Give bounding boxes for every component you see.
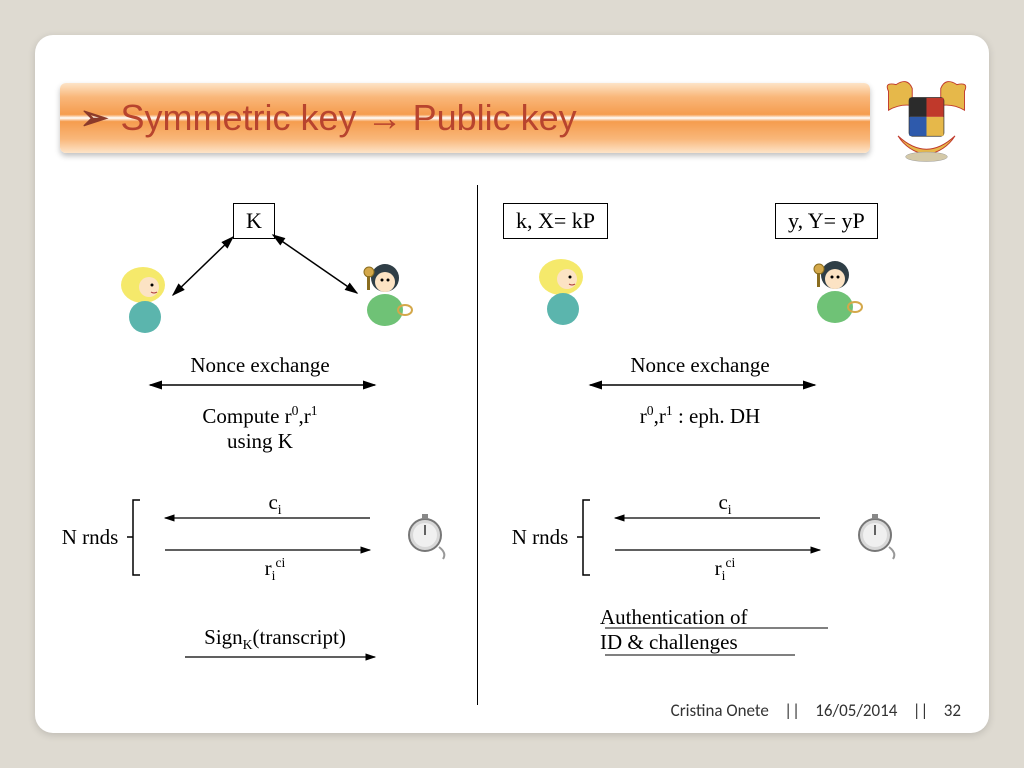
footer-page: 32 (944, 700, 961, 721)
left-compute-label: Compute r0,r1 using K (140, 403, 380, 454)
title-bullet-icon: ➢ (80, 98, 109, 138)
footer-date: 16/05/2014 (815, 700, 897, 721)
crest-logo (879, 77, 974, 165)
title-part1: Symmetric key (121, 97, 357, 138)
right-auth-label: Authentication ofID & challenges (600, 605, 860, 655)
footer: Cristina Onete || 16/05/2014 || 32 (671, 700, 961, 721)
left-r-label: rici (225, 555, 325, 584)
title-arrow-icon: → (367, 97, 403, 138)
vertical-divider (477, 185, 478, 705)
footer-author: Cristina Onete (671, 700, 769, 721)
right-c-label: ci (675, 490, 775, 518)
bob-left-icon (355, 260, 415, 330)
alice-right-icon (533, 257, 593, 327)
right-r-label: rici (675, 555, 775, 584)
title-bar: ➢ Symmetric key → Public key (60, 83, 870, 153)
left-k-box: K (233, 203, 275, 239)
left-sign-label: SignK(transcript) (155, 625, 395, 653)
left-c-label: ci (225, 490, 325, 518)
left-nonce-label: Nonce exchange (145, 353, 375, 378)
bob-right-icon (805, 257, 865, 327)
stopwatch-left-icon (403, 507, 451, 562)
right-nonce-label: Nonce exchange (585, 353, 815, 378)
title-part2: Public key (413, 97, 577, 138)
left-nrnds-label: N rnds (45, 525, 135, 550)
right-nrnds-label: N rnds (495, 525, 585, 550)
right-k-box: k, X= kP (503, 203, 608, 239)
slide: ➢ Symmetric key → Public key K Nonce exc… (35, 35, 989, 733)
right-eph-label: r0,r1 : eph. DH (580, 403, 820, 429)
stopwatch-right-icon (853, 507, 901, 562)
alice-left-icon (115, 265, 175, 335)
right-y-box: y, Y= yP (775, 203, 878, 239)
title-text: Symmetric key → Public key (121, 97, 577, 139)
